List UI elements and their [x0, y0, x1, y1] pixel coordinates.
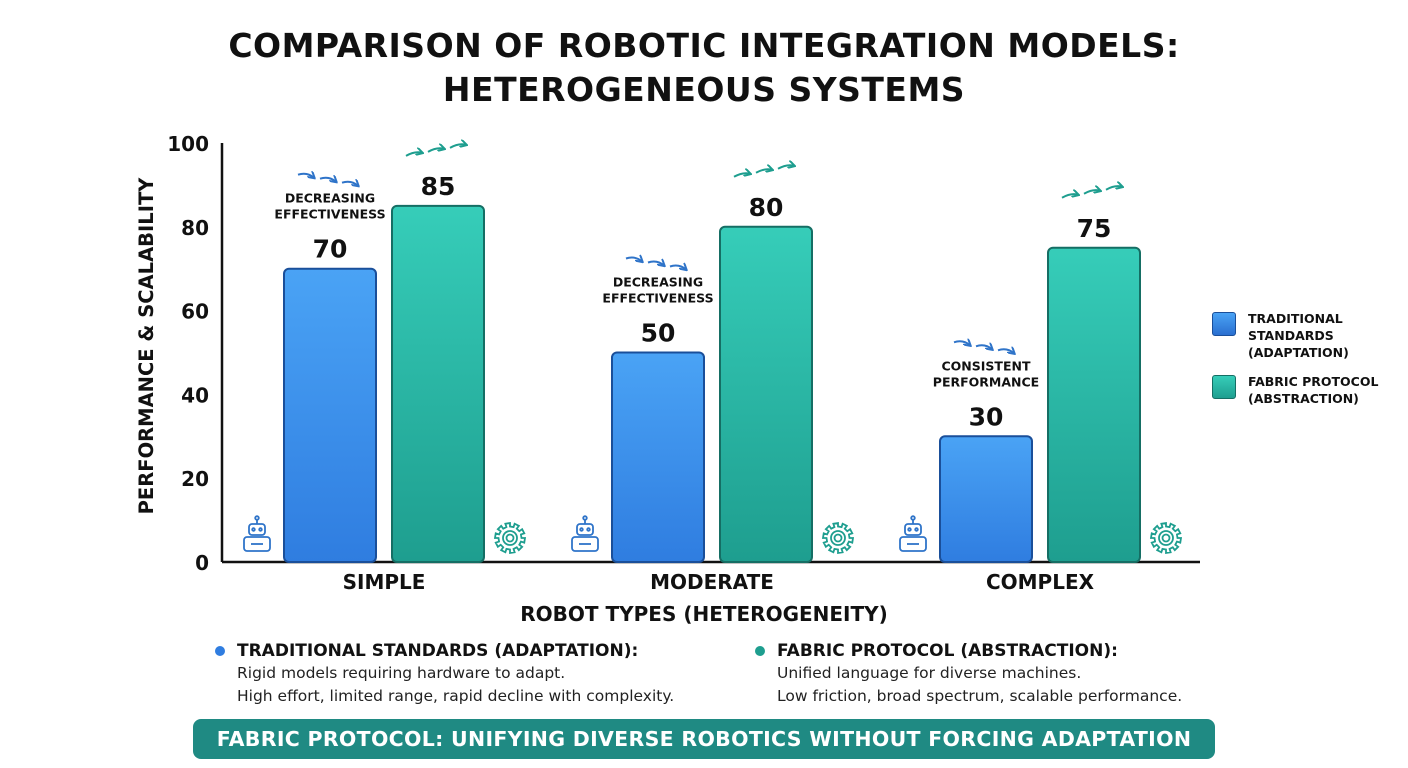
y-tick-label: 100 [167, 132, 209, 156]
gear-icon [821, 521, 855, 555]
x-tick-label: COMPLEX [986, 570, 1095, 594]
legend-label-traditional: TRADITIONAL STANDARDS (ADAPTATION) [1248, 311, 1349, 360]
legend-label-fabric: FABRIC PROTOCOL (ABSTRACTION) [1248, 374, 1379, 406]
arrow-trend-icon [953, 341, 970, 345]
bar-value-label: 30 [969, 402, 1004, 431]
summary-banner: FABRIC PROTOCOL: UNIFYING DIVERSE ROBOTI… [193, 719, 1215, 759]
y-tick-label: 0 [195, 551, 209, 575]
bullet-dot-fabric [755, 646, 765, 656]
description-heading-traditional: TRADITIONAL STANDARDS (ADAPTATION): [237, 641, 639, 661]
gear-icon [493, 521, 527, 555]
x-axis-label: ROBOT TYPES (HETEROGENEITY) [520, 602, 888, 626]
bar-traditional [939, 435, 1033, 563]
legend-swatch-traditional [1212, 312, 1236, 336]
annotation-text: EFFECTIVENESS [274, 207, 385, 222]
chart-title: COMPARISON OF ROBOTIC INTEGRATION MODELS… [0, 24, 1408, 112]
annotation-text: EFFECTIVENESS [602, 291, 713, 306]
annotation-text: CONSISTENT [942, 358, 1031, 373]
arrow-trend-icon [449, 144, 466, 149]
bar-fabric [719, 225, 813, 564]
bar-chart: 0 20 40 60 80 100 PERFORMANCE & SCALABILITY ROB… [135, 132, 1200, 626]
bar-value-label: 80 [749, 193, 784, 222]
bullet-dot-traditional [215, 646, 225, 656]
arrow-trend-icon [1105, 186, 1122, 191]
legend-item-traditional: TRADITIONAL STANDARDS (ADAPTATION) [1212, 310, 1398, 361]
description-fabric: FABRIC PROTOCOL (ABSTRACTION): Unified l… [755, 640, 1182, 708]
robot-icon [571, 515, 599, 552]
arrow-trend-icon [341, 182, 358, 186]
description-line: Low friction, broad spectrum, scalable p… [777, 687, 1183, 705]
arrow-trend-icon [975, 345, 992, 349]
bar-value-label: 70 [313, 235, 348, 264]
arrow-trend-icon [625, 258, 642, 262]
y-tick-label: 60 [181, 300, 209, 324]
bar-fabric [1047, 246, 1141, 563]
description-line: High effort, limited range, rapid declin… [237, 687, 675, 705]
annotation-text: DECREASING [285, 191, 375, 206]
bar-value-label: 50 [641, 319, 676, 348]
bar-traditional [611, 351, 705, 563]
arrow-trend-icon [319, 178, 336, 182]
arrow-trend-icon [647, 262, 664, 266]
arrow-trend-icon [997, 349, 1014, 353]
x-tick-label: MODERATE [650, 570, 774, 594]
arrow-trend-icon [755, 169, 772, 174]
arrow-trend-icon [297, 174, 314, 178]
bar-value-label: 85 [421, 172, 456, 201]
robot-icon [243, 515, 271, 552]
description-heading-fabric: FABRIC PROTOCOL (ABSTRACTION): [777, 641, 1118, 661]
legend-item-fabric: FABRIC PROTOCOL (ABSTRACTION) [1212, 373, 1398, 407]
robot-icon [899, 515, 927, 552]
y-axis-label: PERFORMANCE & SCALABILITY [135, 177, 158, 515]
arrow-trend-icon [427, 148, 444, 153]
chart-title-line: COMPARISON OF ROBOTIC INTEGRATION MODELS… [228, 26, 1180, 65]
arrow-trend-icon [733, 173, 750, 178]
bar-traditional [283, 267, 377, 563]
annotation-text: PERFORMANCE [933, 374, 1039, 389]
arrow-trend-icon [405, 152, 422, 157]
description-line: Rigid models requiring hardware to adapt… [237, 664, 566, 682]
chart-title-line: HETEROGENEOUS SYSTEMS [442, 70, 966, 109]
bar-value-label: 75 [1077, 214, 1112, 243]
annotation-text: DECREASING [613, 275, 703, 290]
y-tick-label: 20 [181, 467, 209, 491]
description-line: Unified language for diverse machines. [777, 664, 1082, 682]
arrow-trend-icon [1083, 190, 1100, 195]
y-tick-label: 40 [181, 383, 209, 407]
bar-fabric [391, 204, 485, 563]
y-tick-label: 80 [181, 216, 209, 240]
legend-swatch-fabric [1212, 375, 1236, 399]
description-traditional: TRADITIONAL STANDARDS (ADAPTATION): Rigi… [215, 640, 674, 708]
gear-icon [1149, 521, 1183, 555]
arrow-trend-icon [1061, 194, 1078, 199]
arrow-trend-icon [777, 165, 794, 170]
arrow-trend-icon [669, 266, 686, 270]
x-tick-label: SIMPLE [343, 570, 426, 594]
